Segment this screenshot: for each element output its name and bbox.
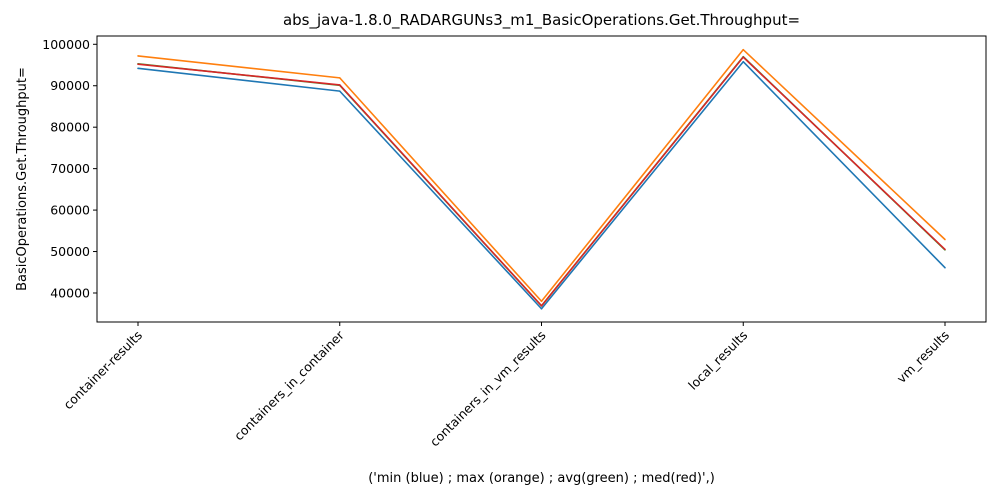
series-line-max: [137, 48, 946, 303]
y-tick-label: 80000: [50, 120, 90, 135]
data-point-max: [540, 300, 543, 303]
data-point-med: [137, 63, 139, 65]
y-axis: 40000 50000 60000 70000 80000 90000 100000: [42, 37, 97, 300]
y-tick-label: 40000: [50, 285, 90, 300]
data-point-max: [742, 48, 745, 51]
x-axis: container-results containers_in_container…: [60, 322, 952, 449]
data-point-med: [742, 56, 745, 58]
data-point-med: [338, 84, 341, 86]
data-point-med: [944, 248, 946, 251]
series-line-min: [137, 60, 946, 310]
x-tick-label: containers_in_vm_results: [427, 328, 549, 450]
series-line-avg: [137, 55, 946, 307]
data-point-max: [338, 77, 341, 79]
data-point-min: [944, 266, 946, 269]
data-point-min: [338, 90, 341, 92]
x-tick-label: containers_in_container: [231, 327, 347, 443]
y-tick-label: 100000: [42, 37, 90, 52]
y-tick-label: 90000: [50, 78, 90, 93]
data-point-min: [540, 307, 543, 310]
series-line-med: [137, 56, 946, 307]
chart-title: abs_java-1.8.0_RADARGUNs3_m1_BasicOperat…: [283, 11, 800, 30]
y-tick-label: 50000: [50, 244, 90, 259]
y-axis-label: BasicOperations.Get.Throughput=: [15, 67, 30, 291]
x-tick-label: vm_results: [894, 328, 952, 386]
x-tick-label: local_results: [685, 328, 750, 393]
series-layer: [137, 48, 946, 310]
x-tick-label: container-results: [60, 328, 145, 413]
data-point-min: [137, 67, 139, 70]
data-point-max: [137, 55, 139, 57]
data-point-min: [742, 60, 745, 63]
y-tick-label: 70000: [50, 161, 90, 176]
data-point-med: [540, 305, 543, 307]
y-tick-label: 60000: [50, 203, 90, 218]
data-point-max: [944, 238, 946, 241]
x-axis-label: ('min (blue) ; max (orange) ; avg(green)…: [368, 471, 715, 486]
